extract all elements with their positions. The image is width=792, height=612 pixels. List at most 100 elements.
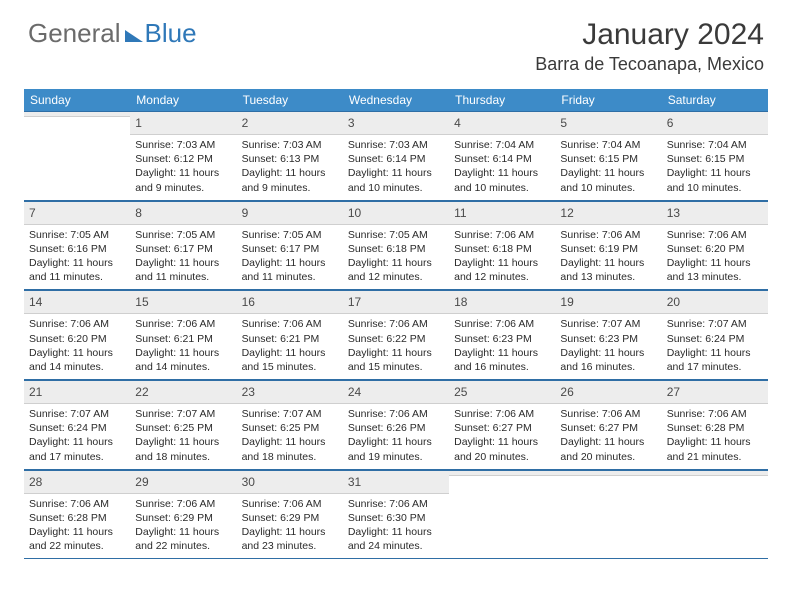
daynum-row: 19 [555,290,661,314]
day-number: 29 [135,475,148,489]
daynum-row: 1 [130,111,236,135]
daynum-row: 18 [449,290,555,314]
daynum-row: 4 [449,111,555,135]
day-info: Sunrise: 7:05 AMSunset: 6:17 PMDaylight:… [242,228,338,285]
day-number: 21 [29,385,42,399]
day-info: Sunrise: 7:07 AMSunset: 6:25 PMDaylight:… [242,407,338,464]
daynum-row: 5 [555,111,661,135]
sunset-line: Sunset: 6:14 PM [454,152,550,166]
daynum-row: 11 [449,201,555,225]
sunset-line: Sunset: 6:21 PM [242,332,338,346]
daylight-line: Daylight: 11 hours and 23 minutes. [242,525,338,553]
calendar-cell: 14 Sunrise: 7:06 AMSunset: 6:20 PMDayligh… [24,290,130,379]
daynum-row: 22 [130,380,236,404]
sunrise-line: Sunrise: 7:06 AM [135,317,231,331]
sunrise-line: Sunrise: 7:06 AM [348,317,444,331]
sunrise-line: Sunrise: 7:07 AM [242,407,338,421]
day-info: Sunrise: 7:06 AMSunset: 6:29 PMDaylight:… [135,497,231,554]
daylight-line: Daylight: 11 hours and 13 minutes. [667,256,763,284]
sunset-line: Sunset: 6:26 PM [348,421,444,435]
daynum-row [662,470,768,476]
daynum-row: 23 [237,380,343,404]
sunset-line: Sunset: 6:15 PM [560,152,656,166]
daynum-row: 25 [449,380,555,404]
day-number: 16 [242,295,255,309]
daylight-line: Daylight: 11 hours and 12 minutes. [348,256,444,284]
daylight-line: Daylight: 11 hours and 10 minutes. [348,166,444,194]
day-info: Sunrise: 7:03 AMSunset: 6:14 PMDaylight:… [348,138,444,195]
calendar-cell-blank [449,470,555,559]
calendar-cell: 8Sunrise: 7:05 AMSunset: 6:17 PMDaylight… [130,201,236,290]
sunrise-line: Sunrise: 7:03 AM [242,138,338,152]
daylight-line: Daylight: 11 hours and 14 minutes. [135,346,231,374]
calendar-cell: 18Sunrise: 7:06 AMSunset: 6:23 PMDayligh… [449,290,555,379]
sunset-line: Sunset: 6:28 PM [29,511,125,525]
week-row: 14 Sunrise: 7:06 AMSunset: 6:20 PMDayligh… [24,290,768,380]
day-number: 10 [348,206,361,220]
day-info: Sunrise: 7:07 AMSunset: 6:24 PMDaylight:… [29,407,125,464]
day-info: Sunrise: 7:04 AMSunset: 6:14 PMDaylight:… [454,138,550,195]
calendar-cell: 16Sunrise: 7:06 AMSunset: 6:21 PMDayligh… [237,290,343,379]
dayname-friday: Friday [555,89,661,111]
daynum-row: 28 [24,470,130,494]
day-info: Sunrise: 7:04 AMSunset: 6:15 PMDaylight:… [560,138,656,195]
title-block: January 2024 Barra de Tecoanapa, Mexico [535,18,764,75]
day-number: 15 [135,295,148,309]
day-info: Sunrise: 7:03 AMSunset: 6:13 PMDaylight:… [242,138,338,195]
calendar-cell: 17Sunrise: 7:06 AMSunset: 6:22 PMDayligh… [343,290,449,379]
day-number: 14 [29,295,42,309]
daylight-line: Daylight: 11 hours and 10 minutes. [667,166,763,194]
sunset-line: Sunset: 6:30 PM [348,511,444,525]
calendar-cell: 2Sunrise: 7:03 AMSunset: 6:13 PMDaylight… [237,111,343,200]
sunrise-line: Sunrise: 7:06 AM [454,407,550,421]
daynum-row: 31 [343,470,449,494]
sunrise-line: Sunrise: 7:06 AM [667,228,763,242]
daylight-line: Daylight: 11 hours and 17 minutes. [667,346,763,374]
day-info: Sunrise: 7:06 AMSunset: 6:20 PMDaylight:… [667,228,763,285]
day-number: 23 [242,385,255,399]
calendar-cell: 30 Sunrise: 7:06 AMSunset: 6:29 PMDayligh… [237,470,343,559]
dayname-wednesday: Wednesday [343,89,449,111]
day-number: 30 [242,475,255,489]
sunset-line: Sunset: 6:19 PM [560,242,656,256]
sunset-line: Sunset: 6:17 PM [242,242,338,256]
sunrise-line: Sunrise: 7:06 AM [454,228,550,242]
day-info: Sunrise: 7:07 AMSunset: 6:24 PMDaylight:… [667,317,763,374]
day-number: 7 [29,206,36,220]
calendar-cell: 4 Sunrise: 7:04 AMSunset: 6:14 PMDaylight… [449,111,555,200]
daynum-row: 13 [662,201,768,225]
day-info: Sunrise: 7:06 AMSunset: 6:20 PMDaylight:… [29,317,125,374]
day-info: Sunrise: 7:06 AMSunset: 6:30 PMDaylight:… [348,497,444,554]
sunset-line: Sunset: 6:22 PM [348,332,444,346]
sunset-line: Sunset: 6:24 PM [667,332,763,346]
day-info: Sunrise: 7:06 AMSunset: 6:22 PMDaylight:… [348,317,444,374]
daynum-row: 27 [662,380,768,404]
logo: General Blue [28,18,197,49]
month-title: January 2024 [535,18,764,52]
week-row: 28Sunrise: 7:06 AMSunset: 6:28 PMDayligh… [24,470,768,560]
calendar-cell: 11Sunrise: 7:06 AMSunset: 6:18 PMDayligh… [449,201,555,290]
day-number: 22 [135,385,148,399]
calendar-cell: 24Sunrise: 7:06 AMSunset: 6:26 PMDayligh… [343,380,449,469]
sunrise-line: Sunrise: 7:04 AM [454,138,550,152]
calendar-cell: 15 Sunrise: 7:06 AMSunset: 6:21 PMDayligh… [130,290,236,379]
calendar: SundayMondayTuesdayWednesdayThursdayFrid… [24,89,768,559]
day-number: 28 [29,475,42,489]
calendar-cell: 21 Sunrise: 7:07 AMSunset: 6:24 PMDayligh… [24,380,130,469]
daynum-row: 3 [343,111,449,135]
day-number: 20 [667,295,680,309]
sunset-line: Sunset: 6:14 PM [348,152,444,166]
day-info: Sunrise: 7:06 AMSunset: 6:29 PMDaylight:… [242,497,338,554]
daylight-line: Daylight: 11 hours and 12 minutes. [454,256,550,284]
day-number: 9 [242,206,249,220]
sunset-line: Sunset: 6:13 PM [242,152,338,166]
day-info: Sunrise: 7:06 AMSunset: 6:21 PMDaylight:… [135,317,231,374]
daynum-row: 6 [662,111,768,135]
day-number: 1 [135,116,142,130]
day-number: 8 [135,206,142,220]
day-info: Sunrise: 7:06 AMSunset: 6:28 PMDaylight:… [667,407,763,464]
sunset-line: Sunset: 6:20 PM [667,242,763,256]
daylight-line: Daylight: 11 hours and 11 minutes. [29,256,125,284]
sunrise-line: Sunrise: 7:06 AM [454,317,550,331]
sunrise-line: Sunrise: 7:06 AM [560,228,656,242]
